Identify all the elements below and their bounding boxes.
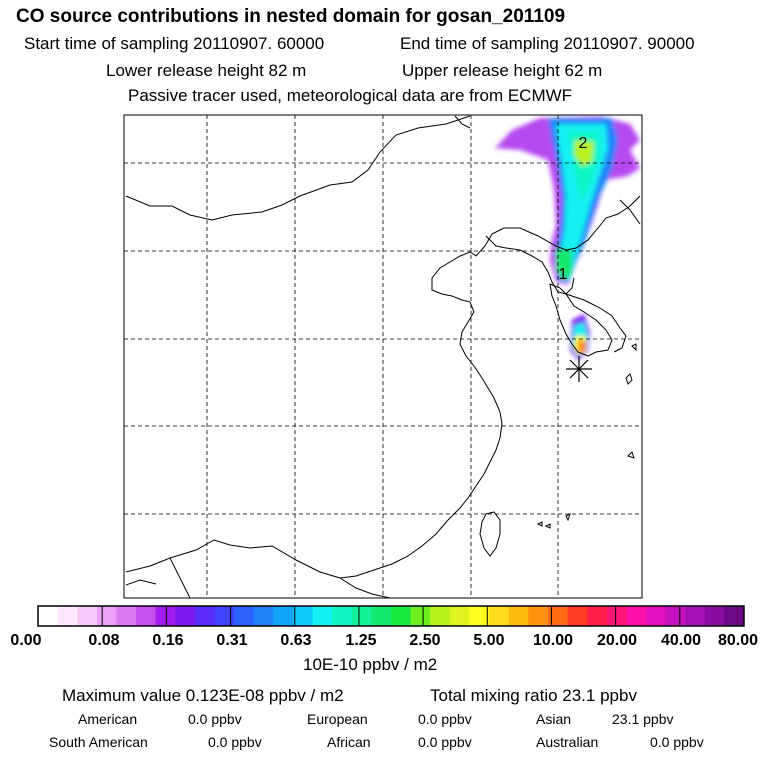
total-mixing-ratio: Total mixing ratio 23.1 ppbv bbox=[430, 686, 637, 705]
american-label: American bbox=[78, 711, 138, 727]
asian-label: Asian bbox=[536, 711, 572, 727]
map-title: CO source contributions in nested domain… bbox=[16, 6, 566, 27]
colorbar-swatch bbox=[116, 606, 137, 626]
colorbar-swatch bbox=[547, 606, 568, 626]
colorbar-swatch bbox=[194, 606, 215, 626]
colorbar-swatch bbox=[469, 606, 490, 626]
american-value: 0.0 ppbv bbox=[188, 711, 242, 727]
colorbar bbox=[38, 606, 745, 626]
colorbar-tick: 5.00 bbox=[473, 632, 505, 649]
european-label: European bbox=[307, 711, 368, 727]
start-time: Start time of sampling 20110907. 60000 bbox=[24, 34, 325, 53]
african-value: 0.0 ppbv bbox=[418, 734, 472, 750]
colorbar-tick: 1.25 bbox=[345, 632, 377, 649]
colorbar-swatch bbox=[155, 606, 176, 626]
colorbar-swatch bbox=[724, 606, 745, 626]
graticule bbox=[124, 115, 642, 598]
colorbar-swatch bbox=[292, 606, 314, 626]
colorbar-tick: 0.31 bbox=[216, 632, 248, 649]
colorbar-tick: 40.00 bbox=[660, 632, 702, 649]
colorbar-swatch bbox=[234, 606, 255, 626]
colorbar-swatch bbox=[685, 606, 706, 626]
european-value: 0.0 ppbv bbox=[418, 711, 472, 727]
cluster-label-2: 2 bbox=[579, 135, 588, 152]
map-frame bbox=[123, 114, 643, 599]
asian-value: 23.1 ppbv bbox=[612, 711, 674, 727]
colorbar-swatch bbox=[645, 606, 667, 626]
colorbar-swatch bbox=[273, 606, 294, 626]
colorbar-swatch bbox=[528, 606, 549, 626]
colorbar-swatch bbox=[136, 606, 157, 626]
colorbar-swatch bbox=[312, 606, 333, 626]
colorbar-swatch bbox=[57, 606, 78, 626]
colorbar-tick: 10.00 bbox=[532, 632, 574, 649]
south-american-label: South American bbox=[49, 734, 148, 750]
asterisk-icon bbox=[566, 356, 592, 382]
south-american-value: 0.0 ppbv bbox=[208, 734, 262, 750]
colorbar-swatch bbox=[626, 606, 647, 626]
colorbar-swatch bbox=[410, 606, 431, 626]
colorbar-swatch bbox=[508, 606, 529, 626]
colorbar-swatch bbox=[489, 606, 510, 626]
coastlines bbox=[125, 115, 641, 598]
australian-value: 0.0 ppbv bbox=[650, 734, 704, 750]
cluster-label-1: 1 bbox=[559, 266, 568, 283]
colorbar-swatch bbox=[351, 606, 372, 626]
end-time: End time of sampling 20110907. 90000 bbox=[400, 34, 695, 53]
maximum-value: Maximum value 0.123E-08 ppbv / m2 bbox=[62, 686, 344, 705]
colorbar-tick: 0.63 bbox=[280, 632, 312, 649]
lower-release-height: Lower release height 82 m bbox=[106, 61, 307, 80]
colorbar-swatch bbox=[214, 606, 235, 626]
colorbar-swatch bbox=[332, 606, 353, 626]
colorbar-swatch bbox=[175, 606, 196, 626]
colorbar-swatch bbox=[567, 606, 588, 626]
colorbar-swatch bbox=[38, 606, 59, 626]
plume-field bbox=[495, 116, 640, 360]
colorbar-tick: 20.00 bbox=[596, 632, 638, 649]
colorbar-swatch bbox=[704, 606, 725, 626]
colorbar-swatch bbox=[391, 606, 412, 626]
colorbar-swatch bbox=[606, 606, 627, 626]
colorbar-tick: 0.00 bbox=[10, 632, 42, 649]
colorbar-tick: 2.50 bbox=[409, 632, 441, 649]
colorbar-swatch bbox=[96, 606, 117, 626]
colorbar-frame bbox=[37, 605, 745, 627]
colorbar-unit: 10E-10 ppbv / m2 bbox=[303, 655, 438, 674]
colorbar-swatch bbox=[449, 606, 470, 626]
african-label: African bbox=[327, 734, 371, 750]
upper-release-height: Upper release height 62 m bbox=[402, 61, 603, 80]
colorbar-tick: 0.08 bbox=[88, 632, 120, 649]
colorbar-swatch bbox=[430, 606, 451, 626]
colorbar-tick: 80.00 bbox=[717, 632, 759, 649]
colorbar-swatch bbox=[371, 606, 392, 626]
colorbar-tick: 0.16 bbox=[152, 632, 184, 649]
colorbar-swatch bbox=[587, 606, 608, 626]
colorbar-swatch bbox=[253, 606, 274, 626]
australian-label: Australian bbox=[536, 734, 599, 750]
colorbar-swatch bbox=[665, 606, 686, 626]
tracer-note: Passive tracer used, meteorological data… bbox=[128, 86, 573, 105]
colorbar-swatch bbox=[77, 606, 98, 626]
